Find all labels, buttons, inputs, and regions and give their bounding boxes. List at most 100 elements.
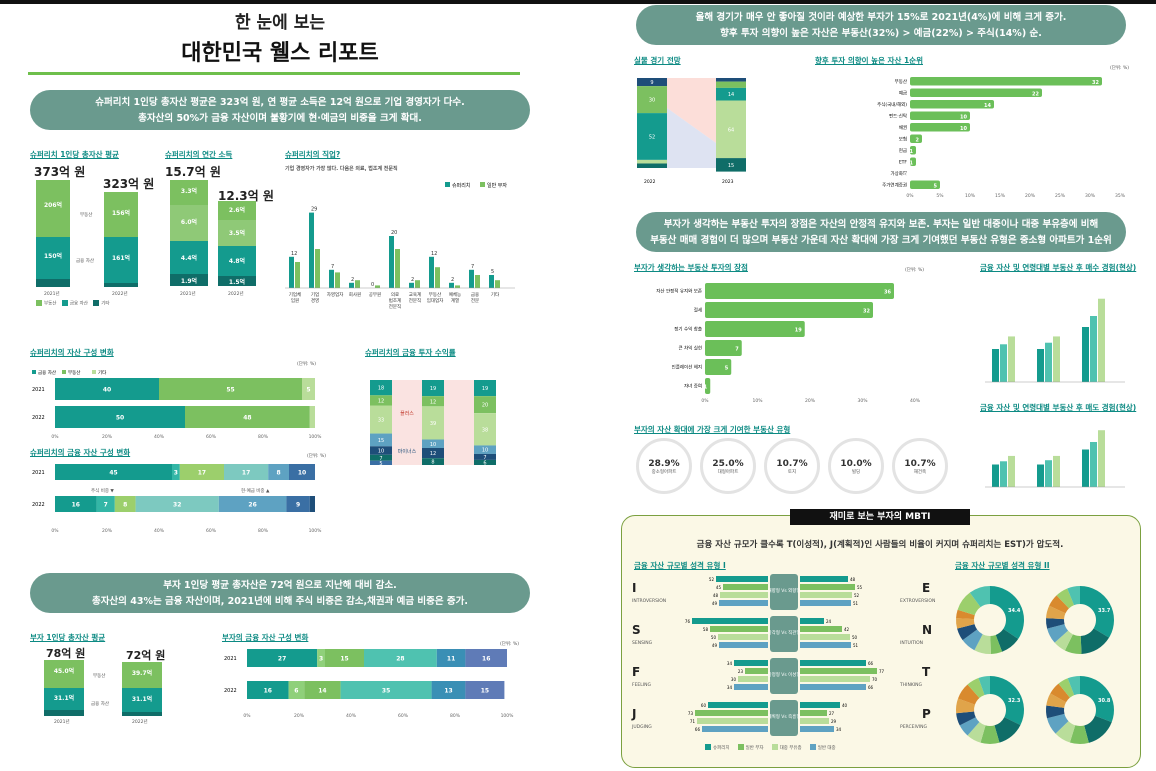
mbti-val: 49 [712,601,718,606]
jobs-bar [395,249,400,288]
sell-svg-bar [992,464,999,487]
fin-change-svg-tick: 40% [154,528,165,534]
property-label: 중소형아파트 [651,470,677,475]
rich-2022-financial: 31.1억 [122,688,162,712]
section-title-asset-change: 슈퍼리치의 자산 구성 변화 [30,348,114,357]
jobs-bar [389,236,394,288]
invest-svg-cat: 현금 [899,147,907,154]
mbti-donut-slice [994,717,1021,743]
mbti-val: 34 [727,685,733,690]
invest-svg-cat: 주식(국내/해외) [877,101,907,108]
mbti-donut-slice [1080,628,1110,654]
asset-label-financial: 금융 자산 [76,259,94,264]
mbti-right-word: EXTROVERSION [900,598,935,604]
mbti-donut-slice [1054,630,1073,651]
banner4-line1: 부자가 생각하는 부동산 투자의 장점은 자산의 안정적 유지와 보존. 부자는… [663,219,1099,230]
mbti-left-letter: I [632,581,636,595]
section-title-rich-avg: 부자 1인당 총자산 평균 [30,633,106,642]
jobs-bar [409,282,414,288]
return-val: 10 [378,449,384,455]
mbti-bar-right [800,618,824,624]
mbti-right-letter: E [922,581,930,595]
unit-merits: (단위: %) [905,268,925,273]
mbti-headline: 금융 자산 규모가 클수록 T(이성적), J(계획적)인 사람들의 비율이 커… [696,540,1064,550]
mbti-right-letter: T [922,665,931,679]
invest-svg-cat: 주가연계증권 [882,181,907,188]
banner3-line1: 올해 경기가 매우 안 좋아질 것이라 예상한 부자가 15%로 2021년(4… [695,12,1067,23]
mbti-val: 66 [695,727,701,732]
mbti-donut-slice [1084,715,1112,743]
mbti-donut-slice [1067,586,1080,606]
asset-change-svg-seg [302,378,315,400]
invest-svg-cat: 가상화폐 [890,170,907,177]
outlook-val: 52 [649,135,655,141]
rich-fin-svg-seg [465,649,507,667]
invest-svg-tick: 35% [1115,193,1125,199]
jobs-legend-label: 일반 부자 [487,182,507,189]
mbti-val: 29 [831,719,837,724]
fin-change-svg-tick: 20% [102,528,113,534]
income-year-2022: 2022년 [228,292,244,297]
rich-fin-svg-tick: 0% [243,713,251,719]
mbti-bar-right [800,600,851,606]
return-val: 19 [430,386,436,392]
rich-fin-svg-seg [288,681,305,699]
mbti-bar-left [710,626,768,632]
asset-change-legend-swatch [32,370,36,374]
fin-change-svg-val: 45 [109,470,117,477]
fin-change-svg-seg [55,464,172,480]
property-label: 재건축 [913,470,927,475]
rich-fin-svg-cat: 2022 [224,688,237,694]
jobs-tick: 금융 [471,292,479,298]
mbti-bar-right [800,660,866,666]
invest-svg-cat: ETF [899,159,908,165]
mbti-center-box [770,574,798,610]
mbti-donut-slice [967,678,985,698]
rich-fin-svg-seg [247,649,318,667]
sell-svg-bar [1098,430,1105,487]
invest-svg-tick: 30% [1085,193,1096,199]
sell-svg-bar [1045,460,1052,487]
rich-fin-svg-val: 16 [482,656,490,663]
jobs-value: 12 [431,251,437,257]
mbti-val: 27 [829,711,835,716]
mbti-val: 40 [842,703,848,708]
fin-change-svg-val: 32 [173,502,181,509]
section-title-jobs: 슈퍼리치의 직업? [285,150,341,159]
mbti-donut-slice [980,725,1000,744]
asset-change-svg-seg [159,378,302,400]
rich-fin-svg-tick: 40% [346,713,357,719]
outlook-seg [637,86,667,114]
mbti-donut-slice [1055,721,1076,743]
fin-change-svg-val: 9 [296,502,300,509]
fin-change-svg-tick: 0% [51,528,59,534]
return-seg [474,459,496,465]
outlook-seg [637,113,667,160]
mbti-val: 48 [850,577,856,582]
mbti-val: 66 [868,661,874,666]
invest-svg-bar [910,111,970,120]
buy-svg-bar [1045,342,1052,382]
asset-2021-total: 373억 원 [34,165,86,179]
mbti-chart: I INTROVERSION E EXTROVERSION 내향형 Vs 외향형 52 48… [631,574,935,736]
rich-fin-svg-val: 14 [318,688,326,695]
merits-svg-cat: 큰 차익 실현 [678,345,702,352]
mbti-donut-slice [967,722,986,743]
income-2021-seg3: 4.4억 [170,241,208,274]
rich-fin-svg-seg [436,649,466,667]
sell-svg-bar [1053,455,1060,487]
mbti-donut-slice [956,711,976,726]
mbti-bar-left [719,642,768,648]
rich-fin-svg-seg [317,649,325,667]
invest-svg-bar [910,157,916,166]
mbti-center-box [770,616,798,652]
rich-fin-svg-val: 16 [264,688,272,695]
mbti-donut-slice [974,634,991,654]
mbti-val: 52 [709,577,715,582]
return-seg [422,439,444,448]
fin-change-svg-seg [135,496,219,512]
jobs-bar [309,212,314,288]
title-rule [28,72,520,75]
fin-change-svg-val: 26 [248,502,256,509]
return-seg [422,406,444,440]
